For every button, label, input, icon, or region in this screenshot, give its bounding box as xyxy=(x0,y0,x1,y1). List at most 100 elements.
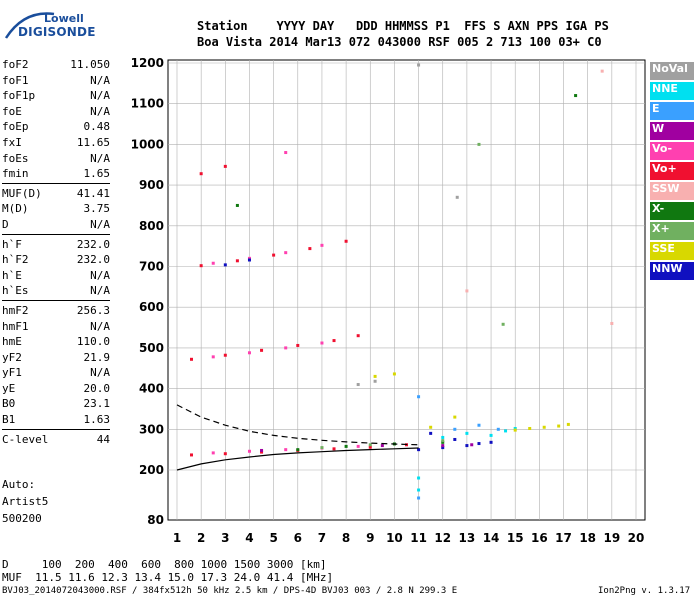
param-row: foE N/A xyxy=(2,104,110,120)
param-value: 232.0 xyxy=(76,253,110,267)
legend-item: NoVal xyxy=(650,62,694,80)
auto-label: Auto: xyxy=(2,478,36,491)
x-tick-label: 17 xyxy=(555,531,572,545)
x-tick-label: 1 xyxy=(173,531,181,545)
data-point xyxy=(470,443,474,447)
param-row: h`Es N/A xyxy=(2,283,110,299)
data-point xyxy=(284,346,288,350)
dashed-profile-line xyxy=(176,404,419,446)
muf-distance-row: D 100 200 400 600 800 1000 1500 3000 [km… xyxy=(2,558,327,571)
param-value: 1.63 xyxy=(83,413,111,427)
x-tick-label: 12 xyxy=(434,531,451,545)
legend: NoVal NNE E W Vo- Vo+ SSW X- X+ SSE NNW xyxy=(650,62,694,282)
param-row: hmF1 N/A xyxy=(2,319,110,335)
x-tick-label: 7 xyxy=(318,531,326,545)
data-point xyxy=(296,343,300,347)
param-row: foF1p N/A xyxy=(2,88,110,104)
data-point xyxy=(320,341,324,345)
x-tick-label: 15 xyxy=(507,531,524,545)
scaled-parameters: foF2 11.050 foF1 N/A foF1p N/A foE N/A foEp 0.48 f… xyxy=(2,57,110,447)
data-point xyxy=(429,431,433,435)
param-separator xyxy=(2,233,110,235)
param-row: h`E N/A xyxy=(2,268,110,284)
data-point xyxy=(441,435,445,439)
data-point xyxy=(489,440,493,444)
param-name: hmF2 xyxy=(2,303,29,317)
data-point xyxy=(489,433,493,437)
data-point xyxy=(417,448,421,452)
param-name: h`F2 xyxy=(2,253,29,267)
param-separator xyxy=(2,299,110,301)
data-point xyxy=(496,427,500,431)
param-value: N/A xyxy=(90,268,110,282)
solid-profile-line xyxy=(176,447,419,471)
param-value: 21.9 xyxy=(83,350,111,364)
param-row: B1 1.63 xyxy=(2,412,110,428)
param-value: 0.48 xyxy=(83,120,111,134)
param-name: fxI xyxy=(2,135,22,149)
param-name: M(D) xyxy=(2,202,29,216)
legend-item: E xyxy=(650,102,694,120)
x-tick-label: 19 xyxy=(603,531,620,545)
x-tick-label: 18 xyxy=(579,531,596,545)
data-point xyxy=(235,259,239,263)
auto-artist: Artist5 xyxy=(2,495,49,508)
data-point xyxy=(542,425,546,429)
data-point xyxy=(260,448,264,452)
param-row: h`F2 232.0 xyxy=(2,252,110,268)
param-value: 3.75 xyxy=(83,202,111,216)
param-name: B0 xyxy=(2,397,16,411)
data-point xyxy=(417,476,421,480)
param-name: fmin xyxy=(2,167,29,181)
legend-item: NNE xyxy=(650,82,694,100)
param-value: N/A xyxy=(90,73,110,87)
data-point xyxy=(320,243,324,247)
data-point xyxy=(380,444,384,448)
param-value: 44 xyxy=(96,432,110,446)
param-name: yE xyxy=(2,381,16,395)
data-point xyxy=(356,444,360,448)
data-point xyxy=(513,428,517,432)
data-point xyxy=(600,69,604,73)
data-point xyxy=(260,348,264,352)
param-value: 1.65 xyxy=(83,167,111,181)
header-labels: Station YYYY DAY DDD HHMMSS P1 FFS S AXN… xyxy=(197,19,609,33)
data-point xyxy=(417,63,421,67)
data-point xyxy=(296,448,300,452)
y-tick-label: 1200 xyxy=(131,56,164,70)
param-row: foEs N/A xyxy=(2,151,110,167)
param-row: hmE 110.0 xyxy=(2,334,110,350)
x-tick-label: 4 xyxy=(245,531,253,545)
data-point xyxy=(308,247,312,251)
param-value: 41.41 xyxy=(76,186,110,200)
data-point xyxy=(557,424,561,428)
y-tick-label: 400 xyxy=(139,382,164,396)
data-point xyxy=(223,452,227,456)
x-tick-label: 16 xyxy=(531,531,548,545)
data-point xyxy=(504,429,508,433)
y-tick-label: 200 xyxy=(139,463,164,477)
data-point xyxy=(528,426,532,430)
data-point xyxy=(332,447,336,451)
data-point xyxy=(199,264,203,268)
param-row: C-level 44 xyxy=(2,432,110,448)
data-point xyxy=(235,203,239,207)
param-row: D N/A xyxy=(2,217,110,233)
param-name: h`Es xyxy=(2,284,29,298)
legend-item: NNW xyxy=(650,262,694,280)
data-point xyxy=(344,239,348,243)
data-point xyxy=(465,289,469,293)
data-point xyxy=(610,321,614,325)
data-point xyxy=(211,355,215,359)
x-tick-label: 3 xyxy=(221,531,229,545)
param-value: 20.0 xyxy=(83,381,111,395)
y-bottom-label: 80 xyxy=(147,513,164,527)
param-value: 11.050 xyxy=(70,58,110,71)
x-tick-label: 8 xyxy=(342,531,350,545)
x-tick-label: 13 xyxy=(459,531,476,545)
param-row: foEp 0.48 xyxy=(2,119,110,135)
param-row: fxI 11.65 xyxy=(2,135,110,151)
legend-item: X- xyxy=(650,202,694,220)
param-value: N/A xyxy=(90,217,110,231)
param-value: 11.65 xyxy=(76,135,110,149)
